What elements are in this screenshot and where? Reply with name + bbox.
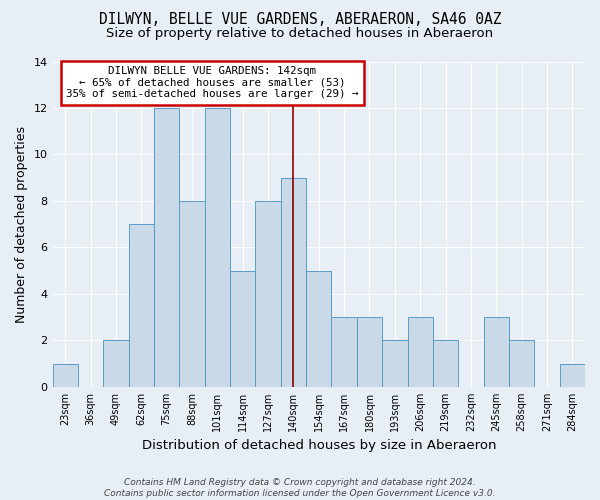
Bar xyxy=(154,108,179,387)
Text: DILWYN, BELLE VUE GARDENS, ABERAERON, SA46 0AZ: DILWYN, BELLE VUE GARDENS, ABERAERON, SA… xyxy=(99,12,501,28)
Text: Size of property relative to detached houses in Aberaeron: Size of property relative to detached ho… xyxy=(106,28,494,40)
Bar xyxy=(103,340,128,387)
Bar xyxy=(306,270,331,387)
Bar xyxy=(179,201,205,387)
Bar xyxy=(256,201,281,387)
Bar xyxy=(230,270,256,387)
Bar xyxy=(331,317,357,387)
Bar xyxy=(509,340,534,387)
Y-axis label: Number of detached properties: Number of detached properties xyxy=(15,126,28,322)
Bar xyxy=(205,108,230,387)
Bar xyxy=(281,178,306,387)
Bar xyxy=(433,340,458,387)
Bar xyxy=(53,364,78,387)
Bar xyxy=(484,317,509,387)
Text: DILWYN BELLE VUE GARDENS: 142sqm
← 65% of detached houses are smaller (53)
35% o: DILWYN BELLE VUE GARDENS: 142sqm ← 65% o… xyxy=(66,66,359,100)
Bar xyxy=(382,340,407,387)
Bar xyxy=(128,224,154,387)
Text: Contains HM Land Registry data © Crown copyright and database right 2024.
Contai: Contains HM Land Registry data © Crown c… xyxy=(104,478,496,498)
Bar xyxy=(560,364,585,387)
X-axis label: Distribution of detached houses by size in Aberaeron: Distribution of detached houses by size … xyxy=(142,440,496,452)
Bar xyxy=(357,317,382,387)
Bar xyxy=(407,317,433,387)
